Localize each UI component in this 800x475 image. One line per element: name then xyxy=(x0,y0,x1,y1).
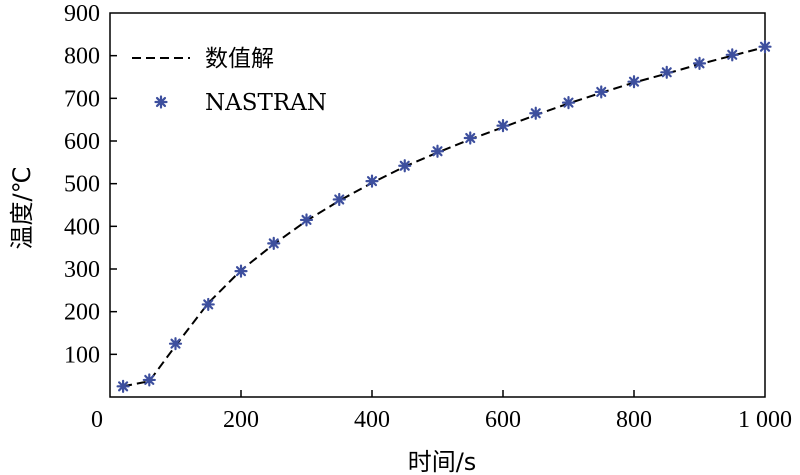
y-tick-label: 500 xyxy=(64,172,100,198)
y-tick-label: 900 xyxy=(64,1,100,27)
data-point-nastran xyxy=(116,379,130,393)
y-tick-label: 300 xyxy=(64,257,100,283)
y-tick-label: 700 xyxy=(64,86,100,112)
x-axis-title: 时间/s xyxy=(408,448,477,475)
y-tick-label: 400 xyxy=(64,214,100,240)
legend-label-nastran: NASTRAN xyxy=(205,90,327,116)
y-tick-label: 100 xyxy=(64,342,100,368)
data-point-nastran xyxy=(561,96,576,110)
y-tick-label: 600 xyxy=(64,129,100,155)
data-point-nastran xyxy=(142,373,156,387)
y-axis-title: 温度/℃ xyxy=(8,166,36,249)
x-tick-label: 200 xyxy=(223,407,259,433)
legend-label-numerical: 数值解 xyxy=(205,46,274,72)
data-point-nastran xyxy=(267,236,281,250)
data-point-nastran xyxy=(430,144,445,158)
data-point-nastran xyxy=(692,56,707,70)
legend-marker-sample xyxy=(154,95,168,109)
data-point-nastran xyxy=(529,106,543,120)
data-point-nastran xyxy=(594,85,608,99)
data-point-nastran xyxy=(332,192,346,207)
x-tick-label: 400 xyxy=(354,407,390,433)
data-point-nastran xyxy=(660,65,674,79)
x-tick-label: 1 000 xyxy=(738,407,792,433)
x-tick-label: 800 xyxy=(616,407,652,433)
data-point-nastran xyxy=(201,297,215,312)
legend: 数值解 NASTRAN xyxy=(132,46,327,116)
x-tick-label: 0 xyxy=(91,407,103,433)
series-layer xyxy=(116,40,772,393)
y-tick-label: 800 xyxy=(64,44,100,70)
data-point-nastran xyxy=(365,174,379,188)
legend-marker-star xyxy=(154,95,168,109)
data-point-nastran xyxy=(463,131,477,145)
data-point-nastran xyxy=(168,337,183,351)
data-point-nastran xyxy=(627,75,641,89)
data-point-nastran xyxy=(234,264,248,278)
data-point-nastran xyxy=(299,213,314,227)
y-tick-label: 200 xyxy=(64,300,100,326)
x-tick-label: 600 xyxy=(485,407,521,433)
data-point-nastran xyxy=(758,40,772,54)
data-point-nastran xyxy=(398,159,412,173)
y-axis: 100 200 300 400 500 600 700 800 900 xyxy=(64,1,117,368)
data-point-nastran xyxy=(725,48,739,62)
plot-area-frame xyxy=(109,12,766,398)
data-point-nastran xyxy=(496,119,510,133)
x-axis: 0 200 400 600 800 1 000 xyxy=(91,390,792,433)
